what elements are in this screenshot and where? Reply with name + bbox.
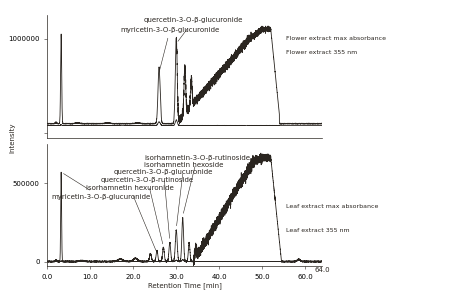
Text: Leaf extract max absorbance: Leaf extract max absorbance [286,204,378,209]
Text: Flower extract 355 nm: Flower extract 355 nm [286,50,357,55]
Text: myricetin-3-O-β-glucuronide: myricetin-3-O-β-glucuronide [52,174,151,200]
Text: myricetin-3-O-β-glucuronide: myricetin-3-O-β-glucuronide [120,27,219,69]
Text: Flower extract max absorbance: Flower extract max absorbance [286,36,386,41]
Text: Intensity: Intensity [9,122,16,153]
Text: 64.0: 64.0 [315,267,330,273]
Text: isorhamnetin-3-O-β-rutinoside: isorhamnetin-3-O-β-rutinoside [144,155,250,213]
Text: Leaf extract 355 nm: Leaf extract 355 nm [286,228,349,233]
Text: isorhamnetin hexoside: isorhamnetin hexoside [144,162,223,226]
Text: quercetin-3-O-β-rutinoside: quercetin-3-O-β-rutinoside [101,177,194,244]
Text: isorhamnetin hexuronide: isorhamnetin hexuronide [86,185,174,250]
X-axis label: Retention Time [min]: Retention Time [min] [148,283,222,289]
Text: quercetin-3-O-β-glucuronide: quercetin-3-O-β-glucuronide [114,169,213,238]
Text: quercetin-3-O-β-glucuronide: quercetin-3-O-β-glucuronide [144,17,244,41]
